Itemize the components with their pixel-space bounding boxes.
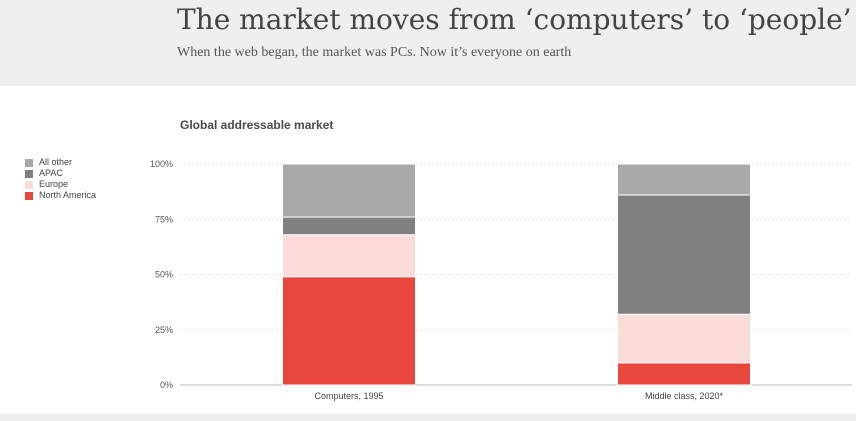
chart-title: Global addressable market [180,118,334,132]
legend-swatch [25,158,33,167]
legend-item: APAC [25,168,96,179]
page-subtitle: When the web began, the market was PCs. … [177,45,572,60]
legend-item: North America [25,190,96,201]
y-tick-label: 75% [155,214,173,224]
chart-legend: All other APAC Europe North America [25,157,96,201]
bar-segment-europe [617,313,751,364]
y-tick-label: 100% [150,159,173,169]
bar-segment-north-america [617,362,751,386]
x-category-label: Computers, 1995 [314,391,383,401]
bar-segment-apac [617,194,751,315]
legend-label: All other [39,157,73,167]
bar-segment-all-other [282,163,416,218]
bar-segment-north-america [282,276,416,386]
bar-segment-europe [282,234,416,278]
y-tick-label: 25% [155,325,173,335]
legend-swatch [25,180,33,189]
legend-label: Europe [39,179,69,189]
y-tick-label: 0% [160,380,173,390]
legend-swatch [25,169,33,178]
legend-label: APAC [39,168,63,178]
header-band: The market moves from ‘computers’ to ‘pe… [0,0,856,86]
footer-band [0,414,856,421]
legend-item: All other [25,157,96,168]
legend-label: North America [39,190,97,200]
bar-segment-all-other [617,163,751,196]
y-tick-label: 50% [155,270,173,280]
page-title: The market moves from ‘computers’ to ‘pe… [177,3,852,36]
legend-item: Europe [25,179,96,190]
bar-segment-apac [282,216,416,236]
legend-swatch [25,191,33,200]
x-category-label: Middle class, 2020* [645,391,724,401]
